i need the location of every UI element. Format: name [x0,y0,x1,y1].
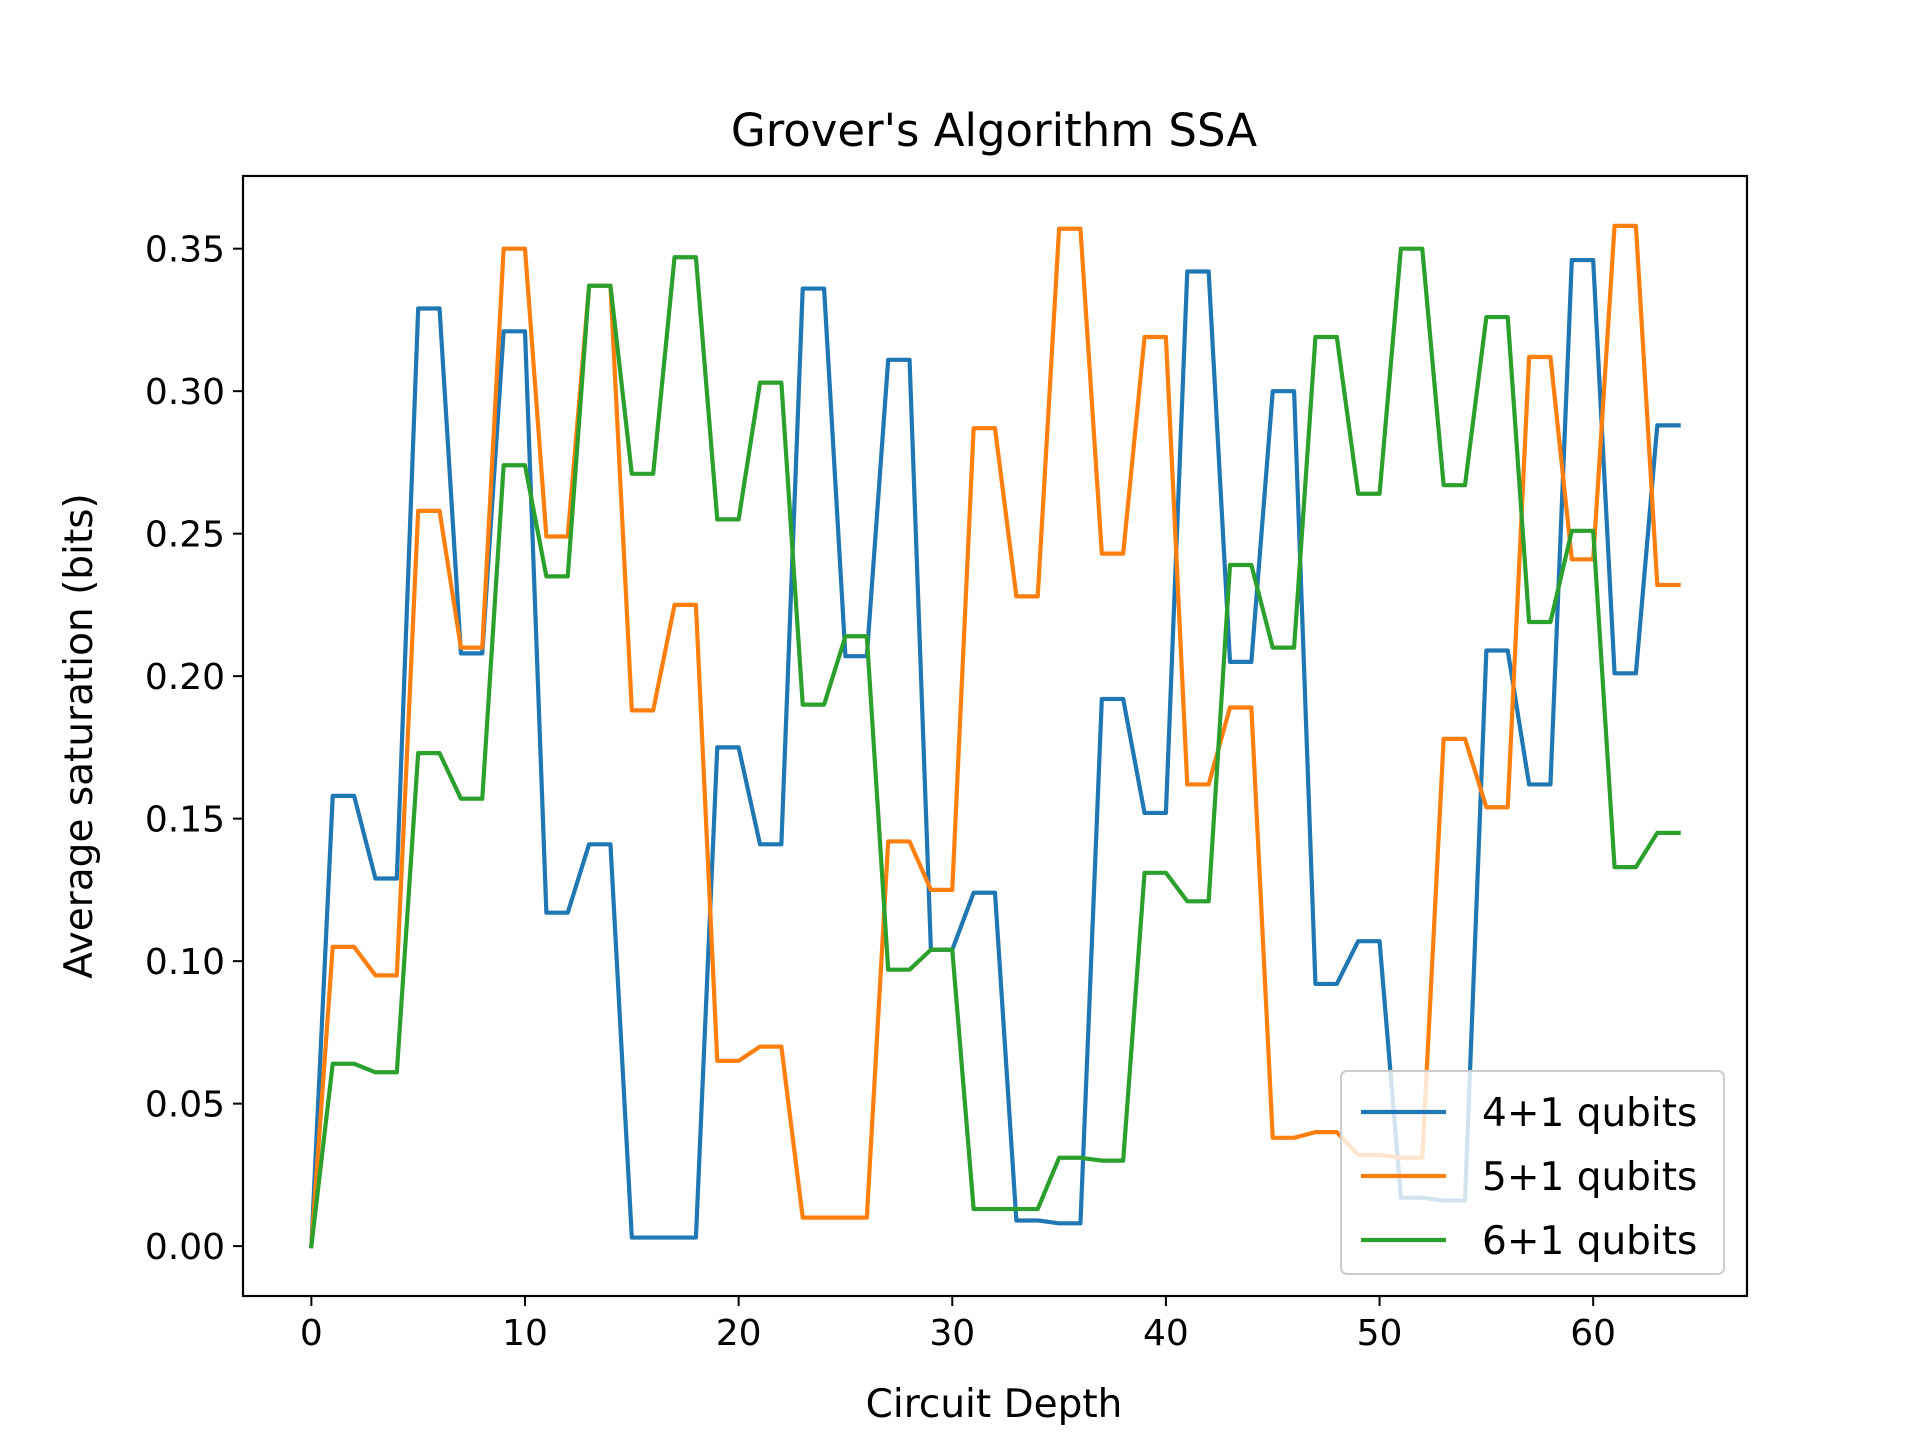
y-axis-title: Average saturation (bits) [57,493,102,978]
x-tick-label: 10 [502,1313,548,1354]
legend: 4+1 qubits 5+1 qubits 6+1 qubits [1340,1070,1725,1275]
y-axis: 0.00 0.05 0.10 0.15 0.20 0.25 0.30 0.35 [145,230,243,1268]
x-tick-label: 40 [1143,1313,1189,1354]
x-tick-label: 60 [1570,1313,1616,1354]
x-tick-label: 20 [716,1313,762,1354]
y-tick-label: 0.15 [145,800,225,841]
legend-label-3: 6+1 qubits [1482,1219,1697,1264]
x-axis-title: Circuit Depth [866,1382,1123,1427]
legend-box [1340,1070,1725,1275]
x-axis: 0 10 20 30 40 50 60 [300,1296,1616,1354]
x-tick-label: 30 [929,1313,975,1354]
y-tick-label: 0.30 [145,372,225,413]
y-tick-label: 0.20 [145,657,225,698]
y-tick-label: 0.35 [145,230,225,271]
series-line-2 [309,223,1681,1249]
y-tick-label: 0.25 [145,515,225,556]
x-tick-label: 0 [300,1313,323,1354]
plot-frame [241,174,1749,1298]
y-tick-label: 0.00 [145,1227,225,1268]
legend-label-1: 4+1 qubits [1482,1091,1697,1136]
chart-title: Grover's Algorithm SSA [731,104,1258,157]
y-tick-label: 0.10 [145,942,225,983]
legend-label-2: 5+1 qubits [1482,1155,1697,1200]
series-line-3 [309,246,1681,1249]
x-tick-label: 50 [1357,1313,1403,1354]
y-tick-label: 0.05 [145,1085,225,1126]
